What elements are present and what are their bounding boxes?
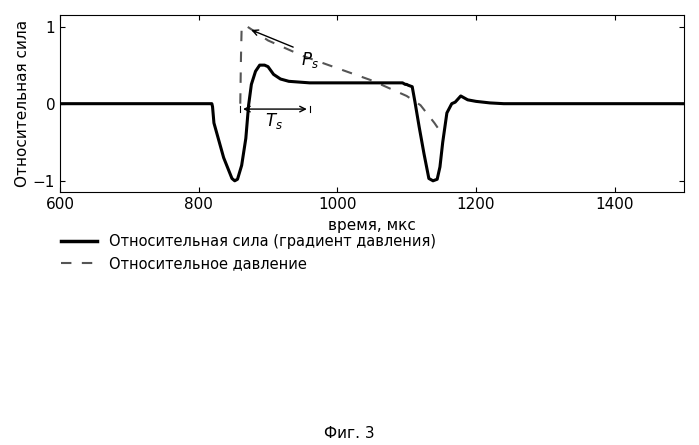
Text: $P_s$: $P_s$	[301, 50, 319, 70]
Text: Фиг. 3: Фиг. 3	[324, 425, 375, 441]
Text: $T_s$: $T_s$	[265, 111, 282, 131]
Legend: Относительная сила (градиент давления), Относительное давление: Относительная сила (градиент давления), …	[55, 228, 442, 277]
Y-axis label: Относительная сила: Относительная сила	[15, 20, 30, 187]
X-axis label: время, мкс: время, мкс	[328, 218, 416, 233]
